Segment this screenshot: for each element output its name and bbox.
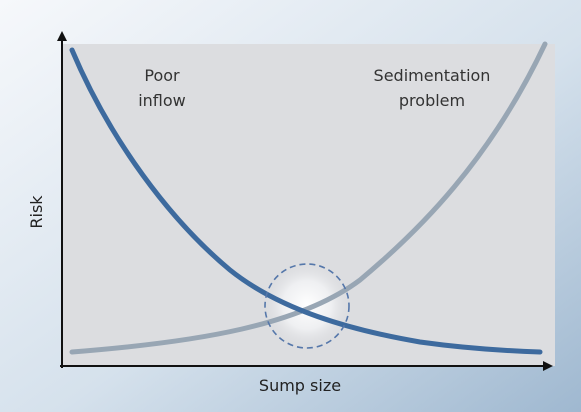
poor-inflow-label-line2: inflow [138,91,186,110]
poor-inflow-label-line1: Poor [144,66,180,85]
poor-inflow-curve [69,47,543,355]
x-axis-label: Sump size [259,376,341,395]
sedimentation-problem-curve [69,41,548,355]
sedimentation-label-line1: Sedimentation [374,66,491,85]
optimum-glow [263,261,351,349]
sedimentation-label-line2: problem [399,91,465,110]
optimum-region-circle [264,263,350,349]
y-axis-label: Risk [27,195,46,229]
